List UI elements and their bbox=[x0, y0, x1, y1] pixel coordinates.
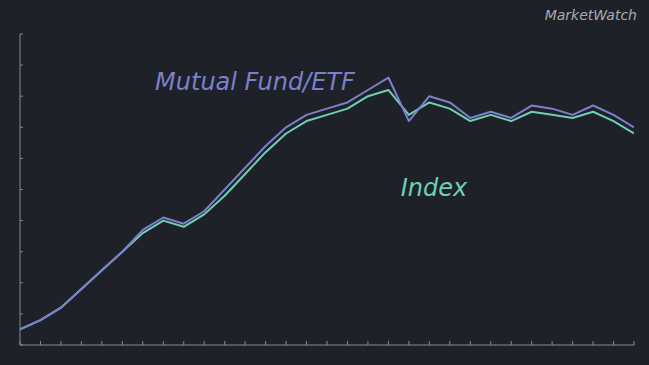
background bbox=[0, 0, 649, 365]
x-tick bbox=[634, 341, 635, 345]
axes bbox=[20, 34, 634, 345]
y-tick bbox=[20, 65, 23, 66]
x-tick bbox=[40, 341, 41, 345]
x-tick bbox=[511, 341, 512, 345]
y-tick bbox=[20, 220, 23, 221]
series-labels: Index Mutual Fund/ETF bbox=[155, 68, 468, 202]
x-tick bbox=[183, 341, 184, 345]
x-tick bbox=[593, 341, 594, 345]
series-line bbox=[20, 90, 634, 329]
x-tick bbox=[408, 341, 409, 345]
series-label: Mutual Fund/ETF bbox=[155, 68, 356, 96]
y-tick bbox=[20, 313, 23, 314]
annotation: MarketWatch bbox=[545, 7, 637, 23]
y-tick bbox=[20, 34, 23, 35]
x-tick bbox=[163, 341, 164, 345]
x-tick bbox=[613, 341, 614, 345]
y-tick bbox=[20, 189, 23, 190]
x-tick bbox=[204, 341, 205, 345]
y-tick bbox=[20, 251, 23, 252]
x-tick bbox=[265, 341, 266, 345]
x-tick bbox=[490, 341, 491, 345]
y-tick bbox=[20, 345, 23, 346]
x-tick bbox=[60, 341, 61, 345]
x-tick bbox=[286, 341, 287, 345]
chart: Index Mutual Fund/ETF MarketWatch bbox=[0, 0, 649, 365]
x-tick bbox=[572, 341, 573, 345]
x-tick bbox=[367, 341, 368, 345]
x-tick bbox=[101, 341, 102, 345]
x-tick bbox=[470, 341, 471, 345]
x-tick bbox=[81, 341, 82, 345]
x-tick bbox=[122, 341, 123, 345]
y-tick bbox=[20, 96, 23, 97]
x-tick bbox=[142, 341, 143, 345]
x-tick bbox=[20, 341, 21, 345]
x-tick bbox=[429, 341, 430, 345]
x-tick bbox=[531, 341, 532, 345]
y-tick bbox=[20, 127, 23, 128]
series-line bbox=[20, 78, 634, 330]
x-tick bbox=[449, 341, 450, 345]
x-tick bbox=[327, 341, 328, 345]
y-tick bbox=[20, 282, 23, 283]
series-label: Index bbox=[401, 174, 468, 202]
x-tick bbox=[224, 341, 225, 345]
x-tick bbox=[347, 341, 348, 345]
x-tick bbox=[245, 341, 246, 345]
lines bbox=[20, 78, 634, 330]
y-tick bbox=[20, 158, 23, 159]
x-tick bbox=[388, 341, 389, 345]
x-tick bbox=[552, 341, 553, 345]
x-tick bbox=[306, 341, 307, 345]
